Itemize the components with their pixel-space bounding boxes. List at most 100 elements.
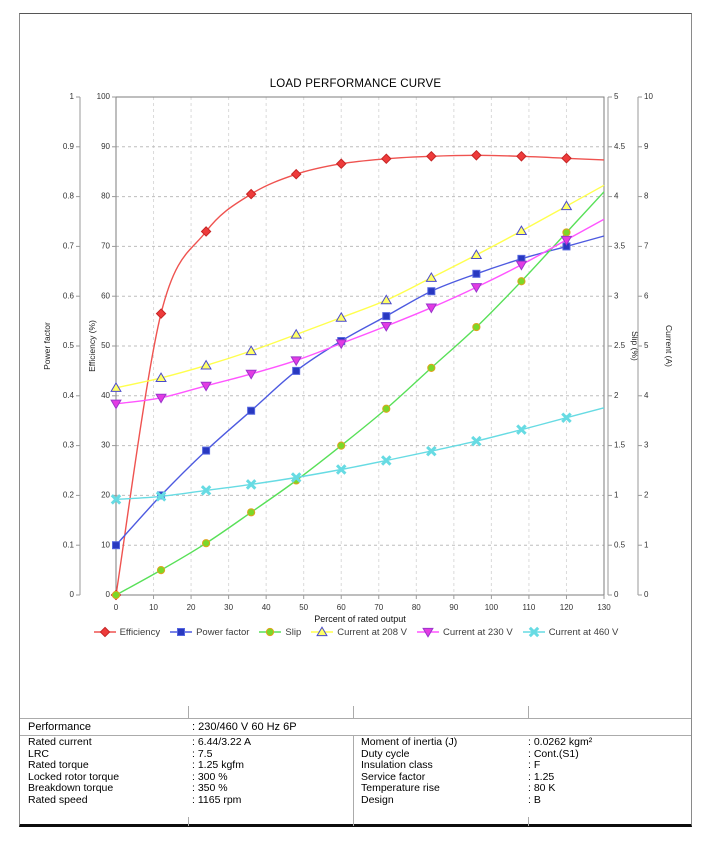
table-label: Locked rotor torque — [28, 770, 120, 783]
legend-label: Current at 208 V — [337, 626, 407, 638]
svg-text:4: 4 — [614, 192, 619, 201]
svg-text:0.1: 0.1 — [63, 540, 75, 549]
table-divider — [188, 706, 189, 718]
svg-text:0.8: 0.8 — [63, 192, 75, 201]
svg-text:4.5: 4.5 — [614, 142, 626, 151]
svg-text:5: 5 — [644, 341, 649, 350]
table-value: : 300 % — [192, 770, 228, 783]
series-current-at-460-v — [110, 407, 605, 505]
svg-text:0.6: 0.6 — [63, 291, 75, 300]
chart-title: LOAD PERFORMANCE CURVE — [269, 78, 442, 90]
svg-text:0.3: 0.3 — [63, 441, 75, 450]
table-label: Duty cycle — [361, 747, 410, 760]
table-row: Rated speed : 1165 rpm Design : B — [20, 793, 691, 807]
svg-text:0.9: 0.9 — [63, 142, 75, 151]
table-value: : 1.25 — [528, 770, 555, 783]
svg-text:0: 0 — [114, 603, 119, 612]
datasheet-page: LOAD PERFORMANCE CURVE 0 0.1 0.2 0.3 0.4 0.5 0… — [19, 13, 692, 827]
table-label: Temperature rise — [361, 782, 440, 794]
svg-text:0: 0 — [614, 590, 619, 599]
table-label: Design — [361, 793, 394, 806]
table-value: : 7.5 — [192, 747, 213, 760]
svg-text:30: 30 — [224, 603, 233, 612]
svg-text:90: 90 — [101, 142, 110, 151]
svg-text:20: 20 — [187, 603, 196, 612]
svg-text:5: 5 — [614, 92, 619, 101]
legend-label: Current at 230 V — [442, 626, 513, 638]
table-value: : 1.25 kgfm — [192, 759, 244, 771]
table-row: Rated torque : 1.25 kgfm Insulation clas… — [20, 759, 691, 772]
svg-text:1: 1 — [70, 92, 75, 101]
svg-text:4: 4 — [644, 391, 649, 400]
legend-item: Current at 460 V — [522, 626, 618, 638]
current-at-460-v-marker-icon — [522, 626, 545, 638]
table-value: : 80 K — [528, 782, 556, 794]
legend-item: Power factor — [169, 626, 249, 638]
svg-text:Percent of rated output: Percent of rated output — [314, 614, 406, 624]
svg-text:3: 3 — [644, 441, 649, 450]
table-value: : F — [528, 759, 541, 771]
table-divider — [528, 817, 529, 826]
svg-text:40: 40 — [262, 603, 271, 612]
svg-text:0: 0 — [106, 590, 111, 599]
power-factor-marker-icon — [170, 628, 193, 636]
table-border-top — [20, 718, 691, 719]
svg-text:90: 90 — [449, 603, 458, 612]
table-row: Locked rotor torque : 300 % Service fact… — [20, 770, 691, 784]
chart-canvas: 0 0.1 0.2 0.3 0.4 0.5 0.6 0.7 0.8 0.9 1 Power facto… — [42, 92, 674, 624]
svg-text:1.5: 1.5 — [614, 441, 626, 450]
current-at-208-v-marker-icon — [311, 626, 334, 637]
table-label: Breakdown torque — [28, 782, 114, 794]
table-divider — [20, 735, 691, 736]
svg-text:6: 6 — [644, 291, 649, 300]
svg-text:0: 0 — [644, 590, 649, 599]
table-value: : Cont.(S1) — [528, 747, 579, 760]
current-at-230-v-marker-icon — [416, 627, 439, 638]
svg-text:0.5: 0.5 — [614, 540, 626, 549]
table-label: Insulation class — [361, 759, 433, 771]
series-current-at-208-v — [110, 184, 605, 392]
legend-label: Power factor — [196, 626, 250, 638]
chart-grid — [115, 96, 605, 596]
table-value: : B — [528, 793, 541, 806]
legend-item: Current at 208 V — [310, 626, 407, 638]
legend-item: Efficiency — [93, 626, 160, 638]
table-label: Rated current — [28, 736, 92, 748]
svg-text:1: 1 — [644, 540, 649, 549]
svg-text:120: 120 — [560, 603, 574, 612]
svg-text:2.5: 2.5 — [614, 341, 626, 350]
svg-text:Current (A): Current (A) — [664, 325, 674, 367]
svg-text:130: 130 — [597, 603, 611, 612]
svg-text:7: 7 — [644, 242, 649, 251]
svg-text:30: 30 — [101, 441, 110, 450]
efficiency-marker-icon — [93, 626, 116, 638]
legend-label: Slip — [285, 626, 302, 638]
svg-text:8: 8 — [644, 192, 649, 201]
svg-text:60: 60 — [101, 291, 110, 300]
table-divider — [528, 706, 529, 718]
axis-power_factor: 0 0.1 0.2 0.3 0.4 0.5 0.6 0.7 0.8 0.9 1 Power facto… — [42, 92, 81, 599]
axis-efficiency: 0 10 20 30 40 50 60 70 80 90 100 Efficiency (%) — [87, 92, 116, 599]
legend-item: Slip — [258, 626, 301, 638]
axis-slip: 0 0.5 1 1.5 2 2.5 3 3.5 4 4.5 5 Slip (%) — [607, 92, 640, 599]
table-row: Performance : 230/460 V 60 Hz 6P — [20, 719, 691, 735]
svg-text:60: 60 — [337, 603, 346, 612]
svg-text:10: 10 — [149, 603, 158, 612]
table-label: Service factor — [361, 770, 426, 783]
table-value: : 0.0262 kgm² — [528, 736, 593, 748]
svg-text:Efficiency (%): Efficiency (%) — [87, 320, 97, 372]
table-label: Performance — [28, 721, 91, 733]
legend-item: Current at 230 V — [416, 626, 513, 638]
table-row: LRC : 7.5 Duty cycle : Cont.(S1) — [20, 747, 691, 761]
table-label: Rated torque — [28, 759, 89, 771]
svg-text:40: 40 — [101, 391, 110, 400]
chart-legend: Efficiency Power factor Slip Current at 208… — [20, 626, 691, 638]
svg-text:3.5: 3.5 — [614, 242, 626, 251]
svg-text:Power factor: Power factor — [42, 322, 52, 370]
svg-text:0.2: 0.2 — [63, 491, 75, 500]
table-value: : 6.44/3.22 A — [192, 736, 251, 748]
svg-text:20: 20 — [101, 491, 110, 500]
svg-text:10: 10 — [644, 92, 653, 101]
svg-text:100: 100 — [97, 92, 111, 101]
